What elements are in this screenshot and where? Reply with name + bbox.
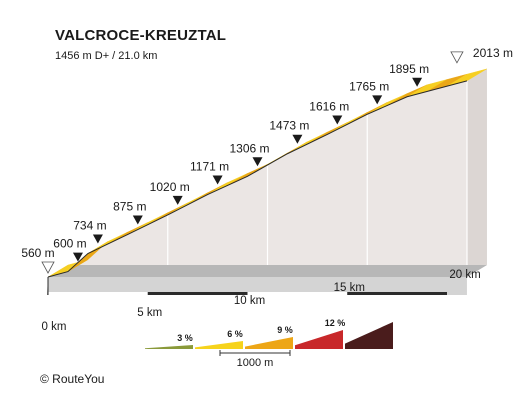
km-marker [412,77,423,87]
gradient-swatch [345,322,393,349]
elevation-label: 1765 m [349,79,389,93]
gradient-swatch [245,337,293,349]
base-top [48,265,487,277]
elevation-label: 734 m [73,219,106,233]
gradient-label: 12 % [325,318,346,328]
profile-side-wall [68,68,487,265]
km-marker [132,215,143,225]
elevation-label: 1306 m [229,141,269,155]
km-marker [252,157,263,167]
km-marker [172,195,183,205]
profile-end-cap [466,68,487,277]
km-marker [212,175,223,185]
elevation-label: 1020 m [150,180,190,194]
km-marker [292,134,303,144]
scale-band [147,292,248,295]
gradient-swatch [295,330,343,349]
gradient-label: 3 % [177,333,193,343]
base-front [48,277,467,295]
km-tick-label: 20 km [449,269,480,281]
profile-front-edge [47,80,468,278]
km-tick-label: 0 km [42,321,67,333]
km-marker [372,95,383,105]
gradient-swatch [195,341,243,349]
scale-band [247,292,348,295]
elevation-label: 560 m [21,246,54,260]
start-marker [41,261,55,274]
page-title: VALCROCE-KREUZTAL [55,27,227,44]
elevation-label: 600 m [53,237,86,251]
route-summary: 1456 m D+ / 21.0 km [55,50,158,62]
copyright-notice: © RouteYou [40,372,105,386]
elevation-label: 1171 m [190,160,229,174]
scale-band [48,292,148,295]
elevation-label: 875 m [113,199,146,213]
km-tick-label: 5 km [137,307,162,319]
km-marker [332,115,343,125]
elevation-label: 2013 m [473,46,513,60]
km-tick-label: 15 km [334,282,365,294]
km-marker [92,234,103,244]
scale-band [347,292,447,295]
gradient-label: 6 % [227,329,243,339]
finish-marker [450,51,464,64]
elevation-label: 1616 m [309,99,349,113]
gradient-label: 9 % [277,325,293,335]
gradient-swatch [145,345,193,349]
scale-label: 1000 m [237,357,274,369]
elevation-label: 1895 m [389,62,429,76]
km-tick-label: 10 km [234,295,265,307]
elevation-label: 1473 m [269,119,309,133]
km-marker [72,252,83,262]
